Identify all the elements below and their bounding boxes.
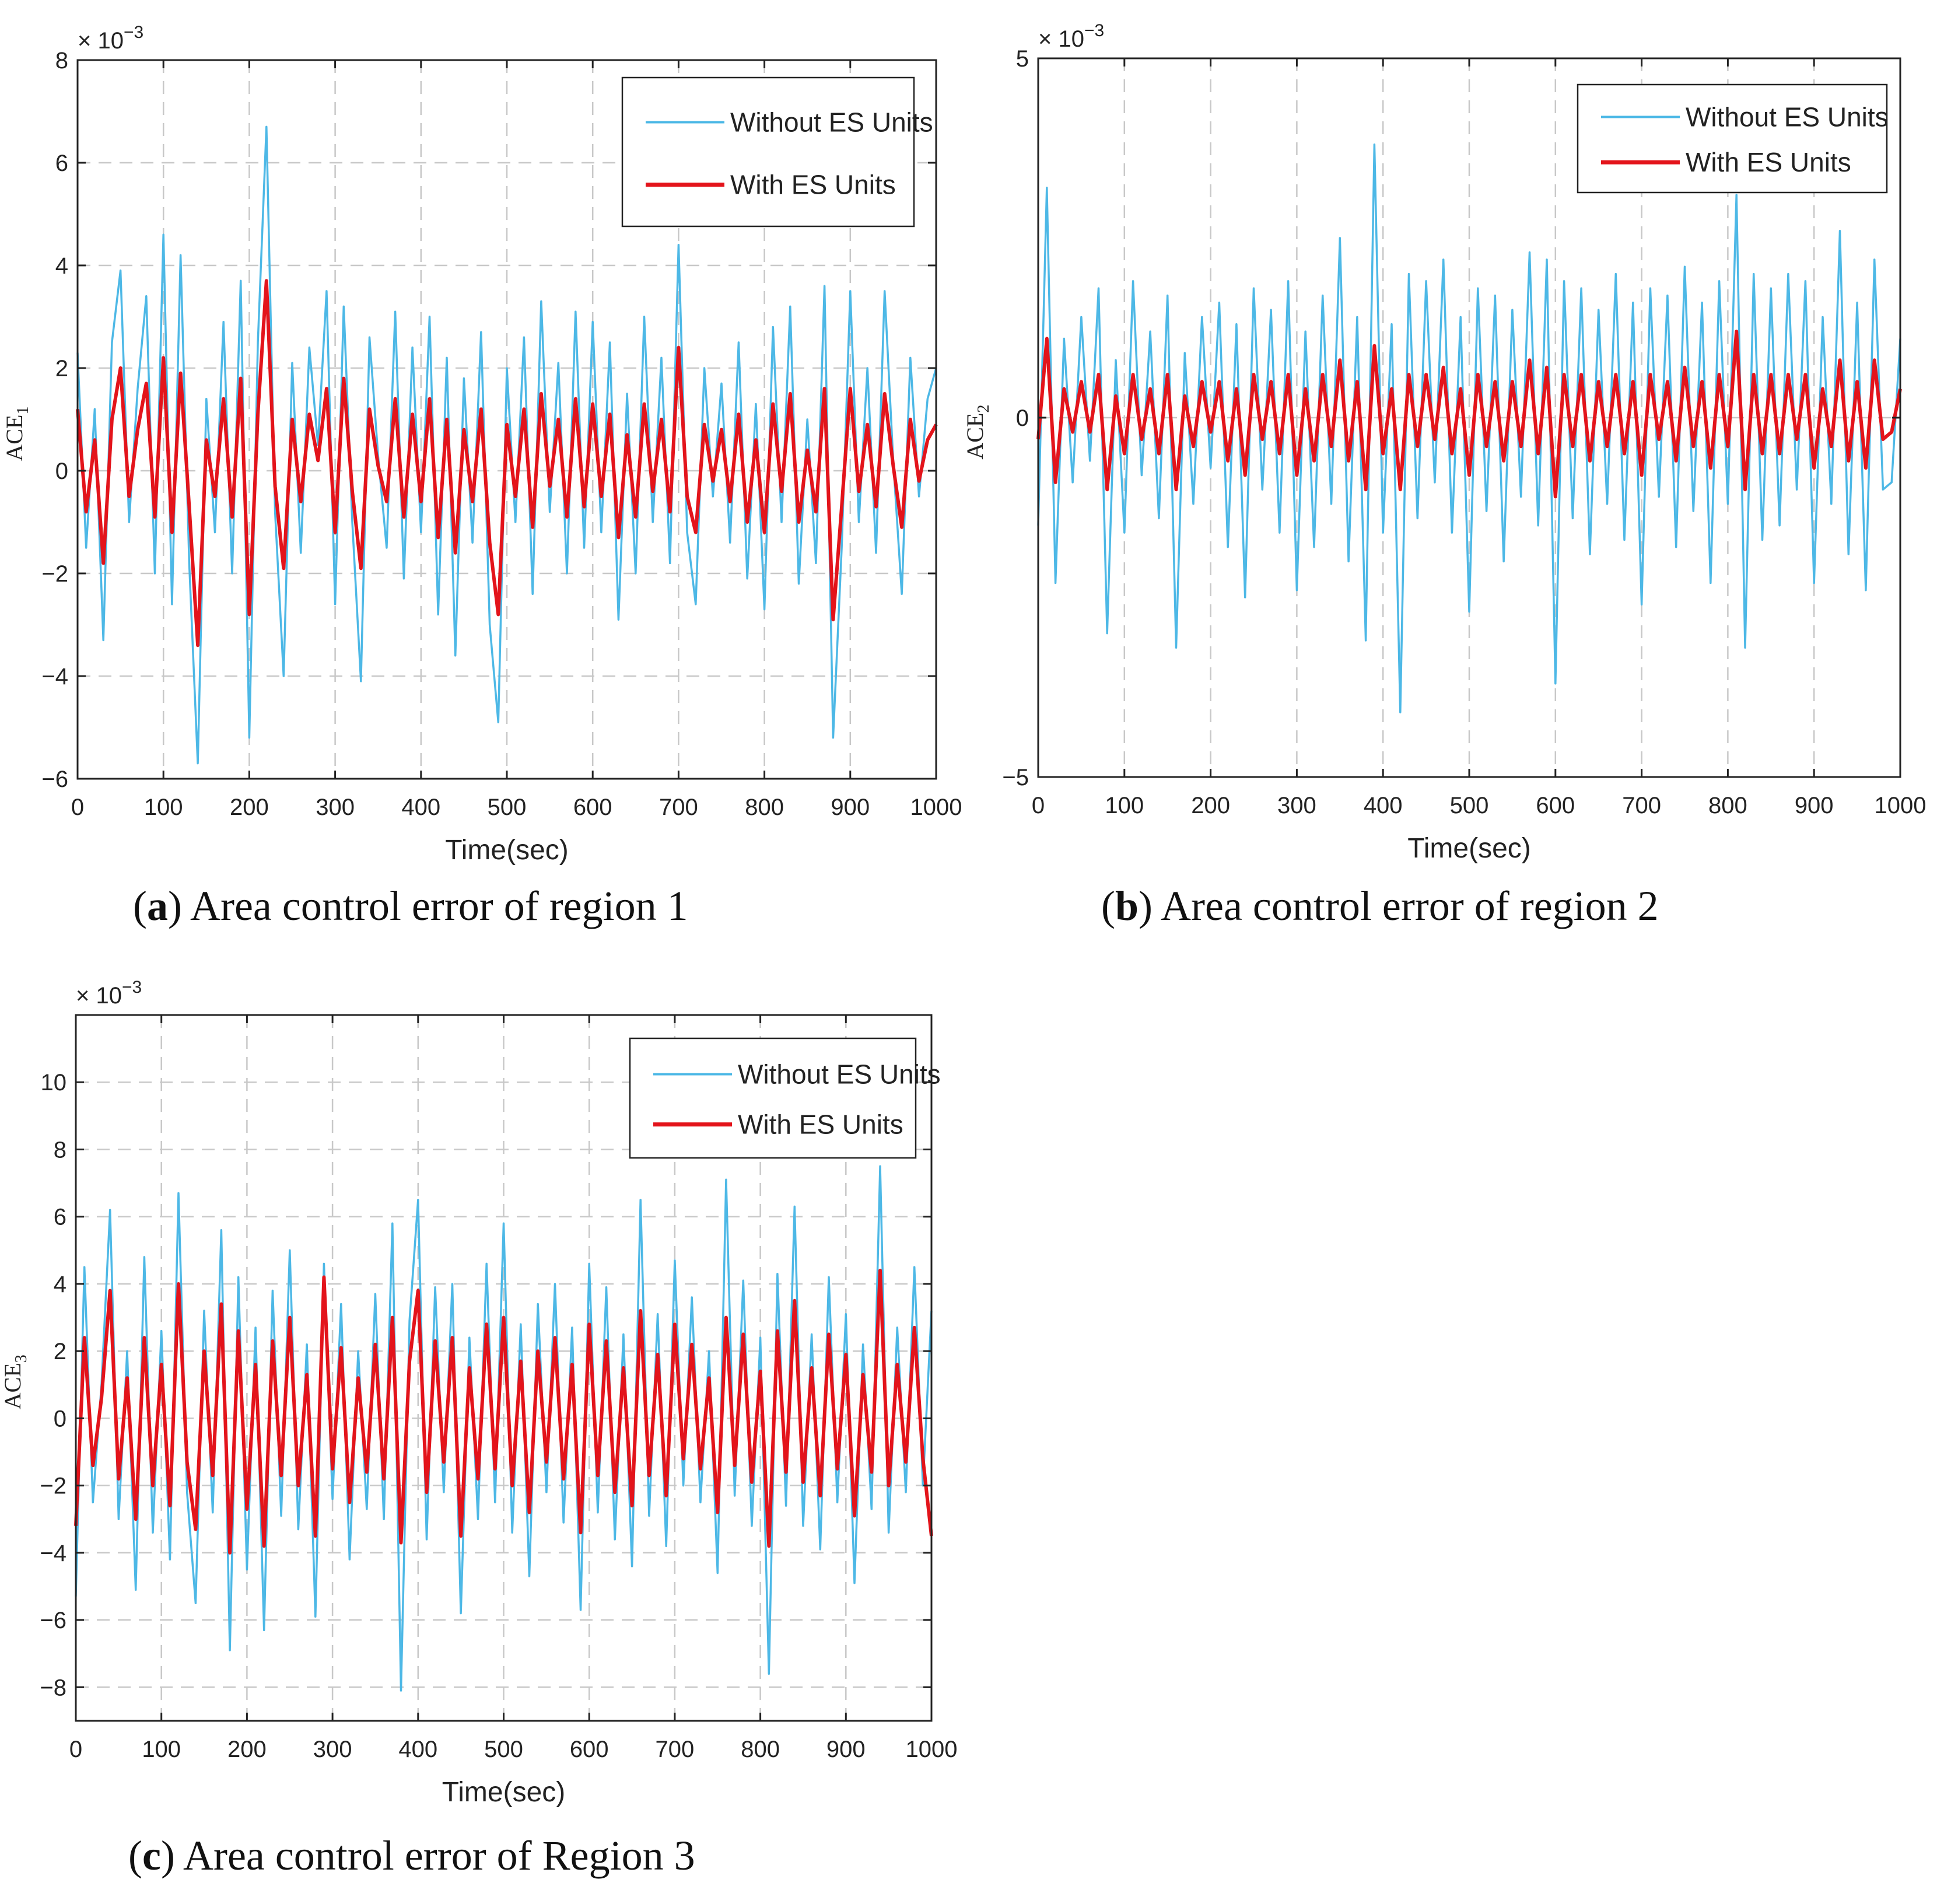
x-tick-label: 300	[1277, 793, 1316, 818]
y-tick-label: 5	[1016, 46, 1029, 72]
x-tick-label: 200	[230, 794, 269, 820]
series-without-es-units	[76, 125, 937, 765]
x-tick-label: 500	[1450, 793, 1489, 818]
legend-box	[629, 1037, 917, 1159]
series-with-es-units	[74, 1268, 933, 1555]
y-tick-label: 2	[54, 1339, 66, 1364]
x-tick-label: 700	[656, 1737, 695, 1762]
x-tick-label: 600	[570, 1737, 609, 1762]
x-tick-label: 600	[1536, 793, 1575, 818]
axis-multiplier: × 10−3	[76, 978, 142, 1009]
x-tick-label: 100	[142, 1737, 181, 1762]
x-tick-label: 700	[1622, 793, 1661, 818]
series-without-es-units	[1037, 144, 1901, 713]
x-tick-label: 500	[484, 1737, 523, 1762]
y-axis-label-base: ACE	[962, 413, 988, 460]
legend-with-label: With ES Units	[738, 1110, 903, 1140]
x-tick-label: 1000	[906, 1737, 958, 1762]
y-tick-label: −8	[40, 1675, 66, 1700]
axis-multiplier: × 10−3	[78, 23, 143, 54]
chart-ace1: 0 100 200 300 400 500 600 700 800 900 1000 −6 −4 −2 0 2…	[1, 23, 962, 866]
x-tick-label: 900	[831, 794, 870, 820]
x-tick-label: 700	[659, 794, 698, 820]
y-tick-label: 2	[55, 356, 68, 382]
y-tick-label: −2	[40, 1474, 66, 1499]
y-tick-label: −5	[1002, 765, 1029, 790]
x-tick-label: 1000	[1875, 793, 1927, 818]
caption-c: (c) Area control error of Region 3	[128, 1832, 695, 1879]
y-axis-label-subscript: 1	[14, 407, 32, 415]
chart-ace3: 0 100 200 300 400 500 600 700 800 900 1000−8−6−4−2…	[0, 978, 958, 1808]
x-tick-label: 200	[227, 1737, 267, 1762]
x-axis-label: Time(sec)	[442, 1777, 566, 1808]
x-tick-label: 800	[745, 794, 784, 820]
y-tick-label: 4	[55, 253, 68, 279]
y-tick-label: −6	[41, 766, 68, 792]
x-tick-label: 0	[71, 794, 84, 820]
axis-multiplier: × 10−3	[1038, 21, 1104, 52]
y-axis-label-base: ACE	[1, 415, 27, 461]
axis-multiplier-exponent: −3	[124, 23, 143, 42]
y-tick-label: 6	[54, 1205, 66, 1230]
axis-multiplier-exponent: −3	[1084, 21, 1104, 40]
x-tick-label: 400	[398, 1737, 437, 1762]
legend-without-label: Without ES Units	[730, 107, 933, 138]
y-axis-label-subscript: 2	[975, 405, 993, 413]
y-axis-label-subscript: 3	[12, 1354, 30, 1363]
y-axis-label: ACE1	[1, 407, 32, 461]
y-tick-label: −4	[40, 1541, 66, 1566]
legend-with-label: With ES Units	[1686, 147, 1851, 177]
x-axis-label: Time(sec)	[1407, 833, 1531, 864]
series-with-es-units	[76, 279, 938, 648]
x-tick-label: 400	[1364, 793, 1403, 818]
chart-ace2: 0 100 200 300 400 500 600 700 800 900 1000−505× 10…	[962, 21, 1927, 864]
y-axis-label-base: ACE	[0, 1363, 26, 1409]
x-tick-label: 900	[1795, 793, 1834, 818]
x-tick-label: 100	[1105, 793, 1144, 818]
x-tick-label: 800	[1708, 793, 1747, 818]
y-tick-label: 0	[1016, 405, 1029, 431]
y-tick-label: 8	[54, 1137, 66, 1163]
x-tick-label: 400	[401, 794, 440, 820]
caption-a: (a) Area control error of region 1	[133, 883, 688, 929]
caption-a-letter: a	[146, 883, 168, 929]
x-tick-label: 0	[1032, 793, 1045, 818]
caption-c-text: Area control error of Region 3	[174, 1832, 695, 1879]
legend-without-label: Without ES Units	[1686, 102, 1889, 132]
y-tick-label: 8	[55, 48, 68, 74]
y-tick-label: 10	[41, 1070, 67, 1096]
legend-box	[1577, 83, 1888, 194]
caption-c-letter: c	[142, 1832, 161, 1879]
y-tick-label: 0	[54, 1406, 66, 1432]
y-tick-label: 6	[55, 150, 68, 176]
y-tick-label: 4	[54, 1272, 66, 1297]
y-tick-label: −2	[41, 561, 68, 587]
x-axis-label: Time(sec)	[445, 835, 569, 866]
caption-b-text: Area control error of region 2	[1153, 883, 1659, 929]
y-tick-label: 0	[55, 459, 68, 484]
y-tick-label: −4	[41, 664, 68, 690]
y-axis-label: ACE2	[962, 405, 993, 460]
x-tick-label: 600	[573, 794, 612, 820]
x-tick-label: 0	[69, 1737, 82, 1762]
series-with-es-units	[1036, 330, 1902, 499]
legend-box	[621, 76, 915, 228]
y-tick-label: −6	[40, 1608, 66, 1633]
x-tick-label: 300	[316, 794, 355, 820]
caption-b: (b) Area control error of region 2	[1101, 883, 1659, 929]
legend-with-label: With ES Units	[730, 170, 896, 200]
caption-a-text: Area control error of region 1	[181, 883, 688, 929]
x-tick-label: 800	[741, 1737, 780, 1762]
caption-b-letter: b	[1115, 883, 1139, 929]
x-tick-label: 500	[488, 794, 527, 820]
x-tick-label: 100	[144, 794, 183, 820]
x-tick-label: 1000	[910, 794, 962, 820]
axis-multiplier-exponent: −3	[122, 978, 142, 997]
y-axis-label: ACE3	[0, 1354, 30, 1409]
legend-without-label: Without ES Units	[738, 1059, 941, 1090]
x-tick-label: 900	[826, 1737, 866, 1762]
x-tick-label: 300	[313, 1737, 352, 1762]
x-tick-label: 200	[1191, 793, 1230, 818]
